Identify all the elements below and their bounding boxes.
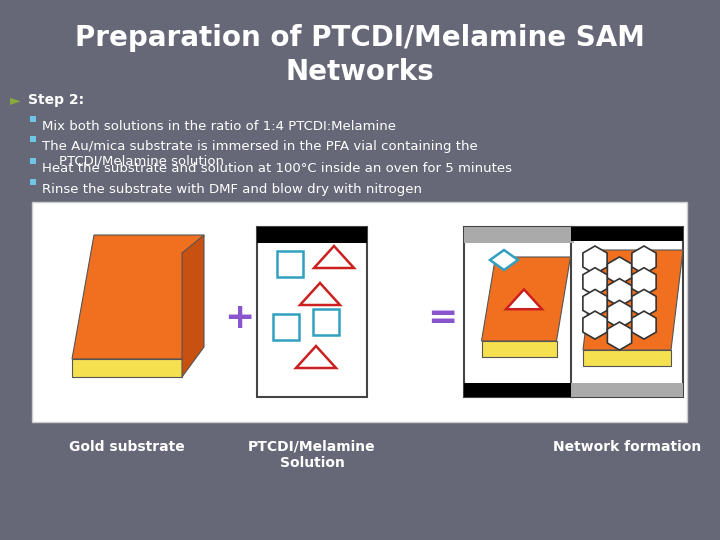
Polygon shape <box>314 246 354 268</box>
Bar <box>571 227 683 241</box>
Polygon shape <box>490 250 518 270</box>
Polygon shape <box>182 235 204 377</box>
Text: Mix both solutions in the ratio of 1:4 PTCDI:Melamine: Mix both solutions in the ratio of 1:4 P… <box>42 120 396 133</box>
Text: Heat the substrate and solution at 100°C inside an oven for 5 minutes: Heat the substrate and solution at 100°C… <box>42 162 512 175</box>
Bar <box>277 251 303 277</box>
Text: Step 2:: Step 2: <box>28 93 84 107</box>
Text: The Au/mica substrate is immersed in the PFA vial containing the
    PTCDI/Melam: The Au/mica substrate is immersed in the… <box>42 140 478 168</box>
Text: Preparation of PTCDI/Melamine SAM: Preparation of PTCDI/Melamine SAM <box>75 24 645 52</box>
Text: ►: ► <box>10 93 21 107</box>
Polygon shape <box>482 341 557 357</box>
Polygon shape <box>583 350 671 366</box>
Text: =: = <box>427 301 457 335</box>
Polygon shape <box>632 311 656 339</box>
Bar <box>464 227 574 243</box>
Polygon shape <box>506 289 542 309</box>
Text: Networks: Networks <box>286 58 434 86</box>
Bar <box>273 314 299 340</box>
Bar <box>30 116 36 122</box>
Bar <box>313 309 339 335</box>
Text: PTCDI/Melamine
Solution: PTCDI/Melamine Solution <box>248 440 376 470</box>
Polygon shape <box>632 246 656 274</box>
Polygon shape <box>300 283 340 305</box>
Polygon shape <box>296 346 336 368</box>
Bar <box>30 136 36 142</box>
Text: Rinse the substrate with DMF and blow dry with nitrogen: Rinse the substrate with DMF and blow dr… <box>42 183 422 196</box>
Polygon shape <box>608 257 631 285</box>
Polygon shape <box>608 300 631 328</box>
Bar <box>257 227 367 397</box>
Polygon shape <box>583 311 607 339</box>
Polygon shape <box>72 359 182 377</box>
Text: +: + <box>224 301 254 335</box>
Bar <box>30 179 36 185</box>
Bar <box>464 227 574 397</box>
Polygon shape <box>583 250 683 350</box>
Polygon shape <box>608 279 631 307</box>
Polygon shape <box>583 268 607 296</box>
Text: Gold substrate: Gold substrate <box>69 440 185 454</box>
Bar <box>257 227 367 243</box>
FancyArrow shape <box>602 290 654 334</box>
Bar <box>32 202 687 422</box>
Polygon shape <box>583 246 607 274</box>
Polygon shape <box>608 322 631 350</box>
Bar <box>571 383 683 397</box>
Bar <box>30 158 36 164</box>
Polygon shape <box>583 289 607 318</box>
Polygon shape <box>72 235 204 359</box>
Polygon shape <box>632 268 656 296</box>
Text: Network formation: Network formation <box>553 440 701 454</box>
Bar <box>464 383 574 397</box>
Bar <box>571 227 683 397</box>
Polygon shape <box>632 289 656 318</box>
Polygon shape <box>482 257 570 341</box>
